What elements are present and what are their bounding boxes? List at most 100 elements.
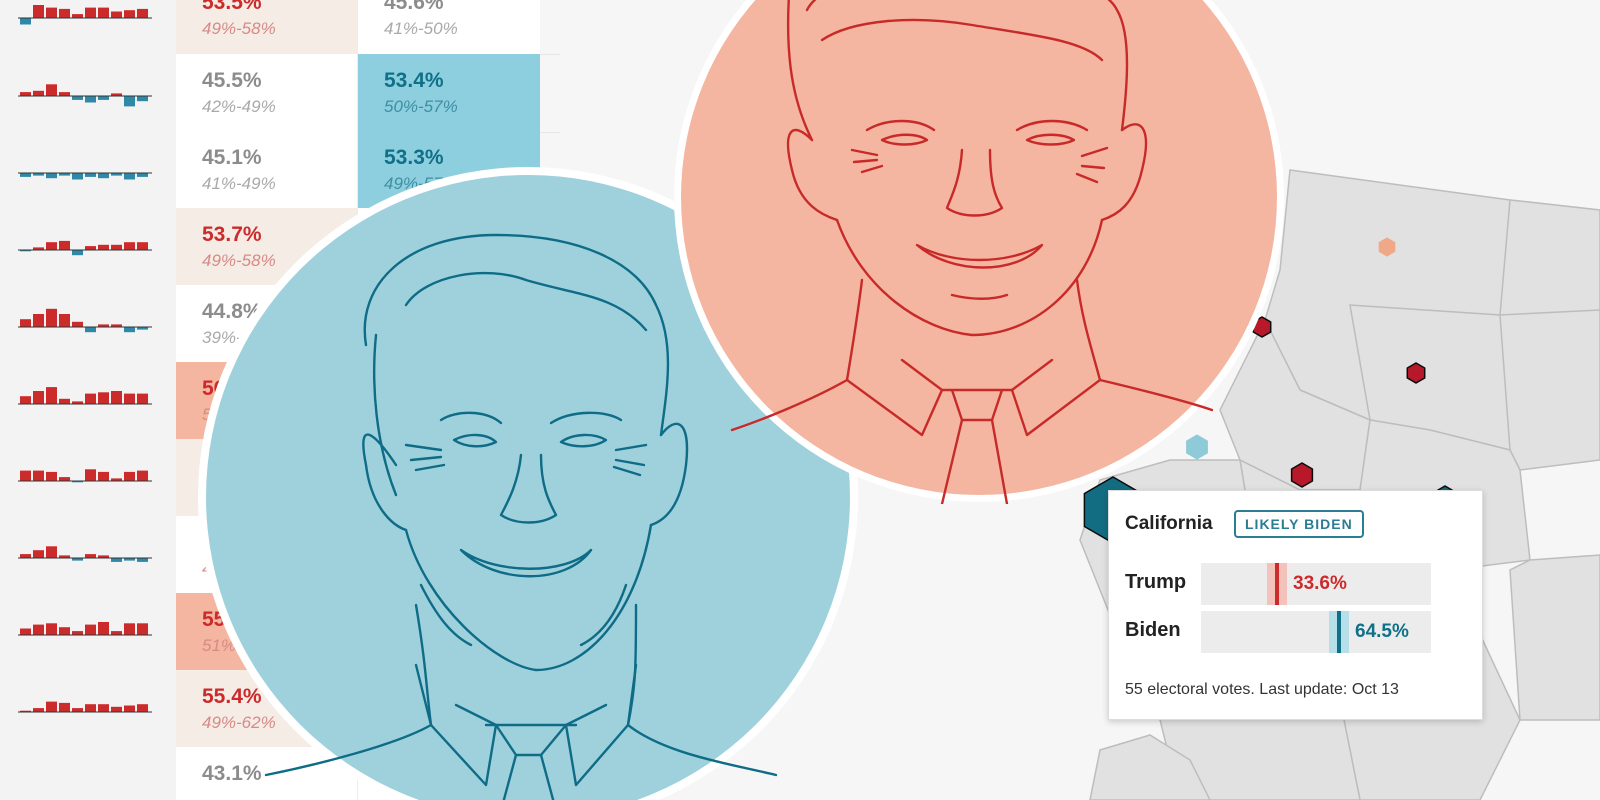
- trend-sparkline: [18, 622, 152, 636]
- biden-forecast-cell[interactable]: 53.4% 50%-57%: [358, 54, 540, 132]
- trend-sparkline-cell: [0, 516, 177, 594]
- sparkline-bar: [46, 546, 57, 558]
- sparkline-bar: [111, 391, 122, 404]
- trump-percent: 44.8%: [202, 300, 262, 323]
- trump-forecast-cell[interactable]: 45.1% 41%-49%: [176, 131, 358, 209]
- sparkline-bar: [46, 7, 57, 18]
- trend-sparkline-cell: [0, 439, 177, 517]
- sparkline-bar: [85, 246, 96, 250]
- sparkline-bar: [33, 391, 44, 404]
- state-marker-hexagon[interactable]: [1186, 434, 1208, 460]
- trend-sparkline-cell: [0, 593, 177, 671]
- biden-face-drawing: [264, 233, 778, 800]
- sparkline-bar: [111, 173, 122, 176]
- sparkline-bar: [72, 708, 83, 712]
- trump-face-drawing: [730, 0, 1214, 504]
- trump-percent: 53.7%: [202, 223, 262, 246]
- sparkline-bar: [124, 393, 135, 404]
- sparkline-bar: [98, 324, 109, 327]
- sparkline-bar: [72, 631, 83, 635]
- trump-range: 41%-49%: [202, 174, 276, 193]
- trump-forecast-cell[interactable]: 53.5% 49%-58%: [176, 0, 358, 54]
- sparkline-bar: [72, 14, 83, 18]
- trump-portrait-circle-fill: [681, 0, 1277, 495]
- sparkline-bar: [98, 555, 109, 558]
- table-row[interactable]: 53.5% 49%-58% 45.6% 41%-50%: [0, 0, 560, 55]
- trend-sparkline: [18, 546, 152, 562]
- table-row[interactable]: 45.5% 42%-49% 53.4% 50%-57%: [0, 54, 560, 133]
- sparkline-bar: [33, 5, 44, 18]
- biden-forecast-cell[interactable]: 45.6% 41%-50%: [358, 0, 540, 54]
- trend-sparkline: [18, 84, 152, 107]
- sparkline-bar: [46, 701, 57, 712]
- sparkline-bar: [85, 327, 96, 333]
- state-shape[interactable]: [1499, 199, 1600, 316]
- sparkline-bar: [124, 96, 135, 107]
- sparkline-bar: [46, 84, 57, 96]
- sparkline-bar: [59, 477, 70, 481]
- sparkline-bar: [111, 631, 122, 635]
- sparkline-bar: [85, 624, 96, 635]
- trump-estimate-mark: [1275, 563, 1279, 605]
- sparkline-bar: [46, 308, 57, 327]
- sparkline-bar: [59, 8, 70, 18]
- sparkline-bar: [111, 558, 122, 562]
- trend-sparkline: [18, 172, 152, 180]
- trump-range: 42%-49%: [202, 97, 276, 116]
- trump-label: Trump: [1125, 571, 1187, 593]
- biden-estimate-mark: [1337, 611, 1341, 653]
- sparkline-bar: [98, 7, 109, 18]
- state-marker-hexagon[interactable]: [1406, 362, 1426, 384]
- biden-label: Biden: [1125, 619, 1181, 641]
- sparkline-bar: [72, 558, 83, 561]
- sparkline-bar: [137, 327, 148, 330]
- state-shape[interactable]: [1089, 734, 1211, 800]
- sparkline-bar: [20, 396, 31, 404]
- sparkline-bar: [72, 96, 83, 100]
- sparkline-bar: [124, 623, 135, 635]
- sparkline-bar: [46, 173, 57, 179]
- trend-sparkline: [18, 308, 152, 333]
- biden-percent: 45.6%: [384, 0, 444, 14]
- sparkline-bar: [33, 708, 44, 712]
- sparkline-bar: [33, 624, 44, 635]
- sparkline-bar: [59, 627, 70, 635]
- sparkline-bar: [111, 11, 122, 18]
- trend-sparkline-cell: [0, 54, 177, 132]
- trend-sparkline-cell: [0, 131, 177, 209]
- sparkline-bar: [85, 96, 96, 103]
- sparkline-bar: [59, 398, 70, 404]
- trend-sparkline: [18, 755, 152, 800]
- sparkline-bar: [98, 96, 109, 100]
- sparkline-bar: [137, 173, 148, 177]
- trump-range: 49%-58%: [202, 251, 276, 270]
- trump-percent: 45.5%: [202, 69, 262, 92]
- trend-sparkline-cell: [0, 362, 177, 440]
- sparkline-bar: [98, 704, 109, 712]
- sparkline-bar: [137, 470, 148, 481]
- state-marker-hexagon[interactable]: [1378, 237, 1396, 257]
- sparkline-bar: [46, 387, 57, 404]
- trump-forecast-bar: 33.6%: [1201, 563, 1431, 605]
- sparkline-bar: [33, 173, 44, 176]
- sparkline-bar: [72, 321, 83, 327]
- sparkline-bar: [20, 250, 31, 252]
- sparkline-bar: [85, 393, 96, 404]
- biden-percent: 53.4%: [384, 69, 444, 92]
- sparkline-bar: [59, 555, 70, 558]
- sparkline-bar: [98, 471, 109, 481]
- sparkline-bar: [111, 244, 122, 250]
- sparkline-bar: [85, 173, 96, 177]
- trump-forecast-cell[interactable]: 45.5% 42%-49%: [176, 54, 358, 132]
- state-marker-hexagon[interactable]: [1290, 462, 1314, 488]
- sparkline-bar: [72, 173, 83, 180]
- sparkline-bar: [59, 92, 70, 96]
- rating-badge: LIKELY BIDEN: [1234, 510, 1364, 538]
- trend-sparkline-cell: [0, 285, 177, 363]
- sparkline-bar: [46, 242, 57, 250]
- sparkline-bar: [46, 471, 57, 481]
- state-shape[interactable]: [1509, 554, 1600, 721]
- trump-percent: 43.1%: [202, 762, 262, 785]
- sparkline-bar: [124, 327, 135, 333]
- trend-sparkline: [18, 469, 152, 483]
